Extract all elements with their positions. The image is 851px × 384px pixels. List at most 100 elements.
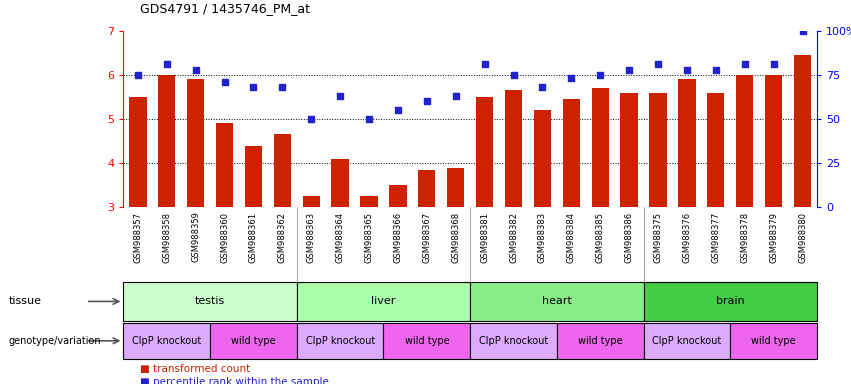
Point xyxy=(767,61,780,67)
Text: GSM988364: GSM988364 xyxy=(335,212,345,263)
Bar xyxy=(331,159,349,207)
Text: ClpP knockout: ClpP knockout xyxy=(132,336,202,346)
Bar xyxy=(505,90,523,207)
Bar xyxy=(245,146,262,207)
Text: ■ transformed count: ■ transformed count xyxy=(140,364,251,374)
Text: GSM988357: GSM988357 xyxy=(134,212,142,263)
Point xyxy=(276,84,289,90)
Text: GSM988378: GSM988378 xyxy=(740,212,749,263)
Text: GSM988366: GSM988366 xyxy=(393,212,403,263)
Text: ClpP knockout: ClpP knockout xyxy=(306,336,374,346)
Text: ClpP knockout: ClpP knockout xyxy=(479,336,548,346)
Text: GSM988365: GSM988365 xyxy=(364,212,374,263)
Point xyxy=(189,66,203,73)
Point xyxy=(796,28,809,34)
Point xyxy=(420,98,434,104)
Point xyxy=(160,61,174,67)
Bar xyxy=(123,282,297,321)
Bar xyxy=(563,99,580,207)
Bar xyxy=(187,79,204,207)
Point xyxy=(738,61,751,67)
Bar xyxy=(649,93,666,207)
Text: GSM988377: GSM988377 xyxy=(711,212,720,263)
Text: GDS4791 / 1435746_PM_at: GDS4791 / 1435746_PM_at xyxy=(140,2,311,15)
Bar xyxy=(216,123,233,207)
Text: GSM988384: GSM988384 xyxy=(567,212,576,263)
Bar xyxy=(384,323,470,359)
Point xyxy=(506,72,520,78)
Text: heart: heart xyxy=(542,296,572,306)
Point xyxy=(449,93,463,99)
Bar xyxy=(129,97,146,207)
Bar xyxy=(678,79,695,207)
Point xyxy=(131,72,145,78)
Text: GSM988367: GSM988367 xyxy=(422,212,431,263)
Bar xyxy=(591,88,608,207)
Text: GSM988362: GSM988362 xyxy=(277,212,287,263)
Text: ClpP knockout: ClpP knockout xyxy=(653,336,722,346)
Bar xyxy=(418,170,436,207)
Point xyxy=(218,79,231,85)
Text: wild type: wild type xyxy=(751,336,796,346)
Point xyxy=(477,61,491,67)
Point xyxy=(709,66,722,73)
Text: GSM988363: GSM988363 xyxy=(306,212,316,263)
Point xyxy=(680,66,694,73)
Text: brain: brain xyxy=(716,296,745,306)
Text: GSM988381: GSM988381 xyxy=(480,212,489,263)
Bar xyxy=(360,196,378,207)
Text: tissue: tissue xyxy=(9,296,42,306)
Text: ■ percentile rank within the sample: ■ percentile rank within the sample xyxy=(140,377,329,384)
Bar xyxy=(389,185,407,207)
Bar xyxy=(765,75,782,207)
Text: wild type: wild type xyxy=(578,336,623,346)
Text: GSM988383: GSM988383 xyxy=(538,212,547,263)
Bar xyxy=(534,110,551,207)
Point xyxy=(363,116,376,122)
Bar xyxy=(620,93,637,207)
Text: GSM988376: GSM988376 xyxy=(683,212,691,263)
Text: GSM988360: GSM988360 xyxy=(220,212,229,263)
Bar xyxy=(210,323,297,359)
Bar xyxy=(476,97,494,207)
Text: GSM988380: GSM988380 xyxy=(798,212,807,263)
Text: wild type: wild type xyxy=(231,336,276,346)
Point xyxy=(305,116,318,122)
Bar xyxy=(707,93,724,207)
Bar xyxy=(303,196,320,207)
Point xyxy=(651,61,665,67)
Bar xyxy=(297,282,470,321)
Text: GSM988368: GSM988368 xyxy=(451,212,460,263)
Text: wild type: wild type xyxy=(404,336,449,346)
Bar xyxy=(557,323,643,359)
Text: GSM988361: GSM988361 xyxy=(249,212,258,263)
Text: testis: testis xyxy=(195,296,226,306)
Point xyxy=(593,72,607,78)
Text: GSM988386: GSM988386 xyxy=(625,212,634,263)
Text: GSM988375: GSM988375 xyxy=(654,212,663,263)
Text: GSM988385: GSM988385 xyxy=(596,212,605,263)
Bar xyxy=(297,323,384,359)
Text: genotype/variation: genotype/variation xyxy=(9,336,101,346)
Bar xyxy=(736,75,753,207)
Bar xyxy=(470,323,557,359)
Text: GSM988382: GSM988382 xyxy=(509,212,518,263)
Point xyxy=(334,93,347,99)
Bar xyxy=(274,134,291,207)
Text: GSM988359: GSM988359 xyxy=(191,212,200,262)
Bar xyxy=(643,282,817,321)
Bar xyxy=(470,282,643,321)
Text: liver: liver xyxy=(371,296,396,306)
Bar xyxy=(123,323,210,359)
Bar xyxy=(158,75,175,207)
Text: GSM988358: GSM988358 xyxy=(163,212,171,263)
Point xyxy=(622,66,636,73)
Point xyxy=(247,84,260,90)
Bar xyxy=(730,323,817,359)
Text: GSM988379: GSM988379 xyxy=(769,212,778,263)
Bar xyxy=(643,323,730,359)
Point xyxy=(391,107,405,113)
Bar xyxy=(794,55,811,207)
Point xyxy=(564,75,578,81)
Bar xyxy=(447,167,465,207)
